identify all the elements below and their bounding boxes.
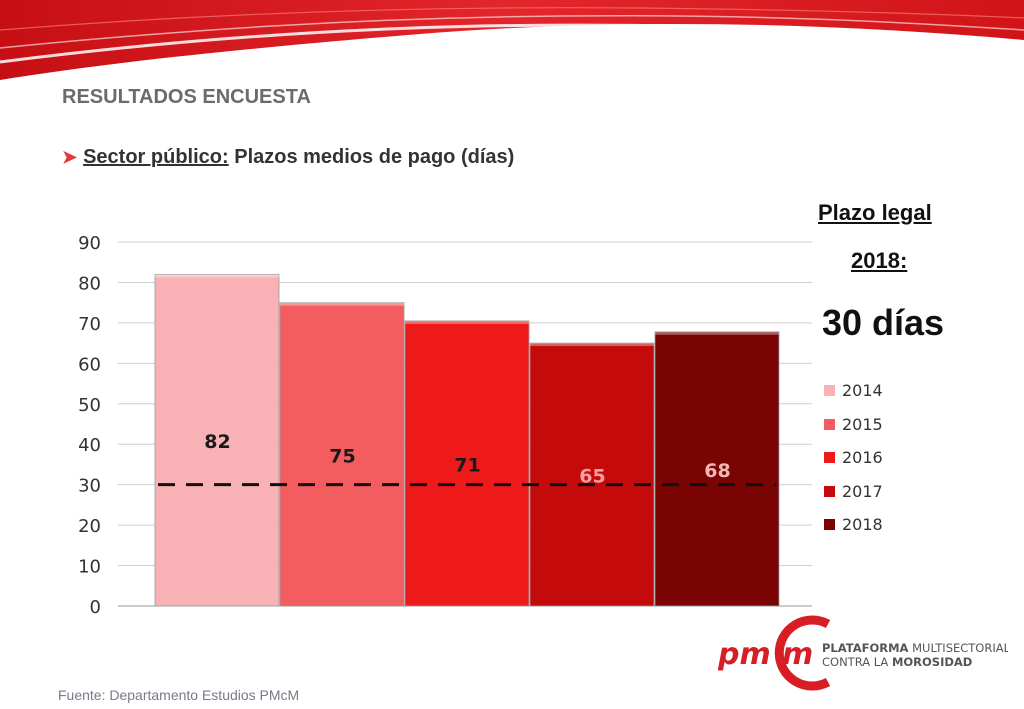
legend-label: 2015 [842, 414, 883, 434]
bar-2014 [154, 273, 280, 607]
data-label: 68 [704, 460, 730, 482]
legend-item-2014: 2014 [824, 374, 883, 408]
bar-highlight [280, 302, 404, 306]
page-title: RESULTADOS ENCUESTA [62, 86, 311, 108]
legal-term-days: 30 días [822, 302, 945, 343]
bar-2016 [404, 320, 530, 607]
y-tick-label: 80 [78, 273, 101, 294]
subtitle-text: Plazos medios de pago (días) [228, 146, 515, 168]
y-tick-label: 40 [78, 435, 101, 456]
y-tick-label: 0 [90, 597, 101, 618]
legend-item-2015: 2015 [824, 408, 883, 442]
data-label: 65 [579, 466, 605, 488]
bar-highlight [155, 274, 279, 278]
legend-label: 2018 [842, 515, 883, 535]
bar-2018 [654, 331, 780, 607]
legend-swatch [824, 452, 835, 464]
legend-swatch [824, 418, 835, 430]
legend-label: 2014 [842, 381, 883, 401]
legal-term-year: 2018: [851, 248, 908, 273]
legend-swatch [824, 519, 835, 531]
bar-highlight [655, 331, 779, 335]
y-tick-label: 10 [78, 557, 101, 578]
legend-swatch [824, 485, 835, 497]
y-tick-label: 50 [78, 395, 101, 416]
y-tick-label: 90 [78, 233, 101, 254]
bar-chart: 82 75 71 65 68 0 10 20 30 40 50 60 70 80 90 [78, 233, 812, 618]
bar-2015 [279, 302, 405, 607]
legal-term-label: Plazo legal [818, 200, 932, 225]
legend-item-2018: 2018 [824, 508, 883, 542]
legend-label: 2017 [842, 481, 883, 501]
subtitle-sector: Sector público: [83, 146, 229, 168]
bar-highlight [530, 343, 654, 347]
y-tick-label: 70 [78, 314, 101, 335]
legend-item-2017: 2017 [824, 475, 883, 509]
data-label: 82 [204, 431, 230, 453]
y-tick-label: 20 [78, 516, 101, 537]
data-label: 75 [329, 445, 355, 467]
data-label: 71 [454, 454, 480, 476]
pmcm-logo: pm m PLATAFORMA MULTISECTORIAL CONTRA LA… [718, 615, 1008, 691]
y-tick-label: 60 [78, 354, 101, 375]
y-tick-label: 30 [78, 476, 101, 497]
logo-mark-pm: pm [718, 637, 771, 672]
logo-mark-m: m [782, 637, 813, 672]
legend-swatch [824, 385, 835, 397]
logo-line2: CONTRA LA MOROSIDAD [822, 655, 972, 669]
source-note: Fuente: Departamento Estudios PMcM [58, 687, 300, 703]
chart-legend: 2014 2015 2016 2017 2018 [824, 374, 883, 542]
header-banner [0, 0, 1024, 80]
logo-line1: PLATAFORMA MULTISECTORIAL [822, 641, 1008, 655]
chart-subtitle: ➤ Sector público: Plazos medios de pago (… [62, 146, 514, 169]
bar-2017 [529, 342, 655, 607]
legend-label: 2016 [842, 448, 883, 468]
arrow-bullet-icon: ➤ [62, 147, 78, 167]
legend-item-2016: 2016 [824, 441, 883, 475]
bar-highlight [405, 320, 529, 324]
